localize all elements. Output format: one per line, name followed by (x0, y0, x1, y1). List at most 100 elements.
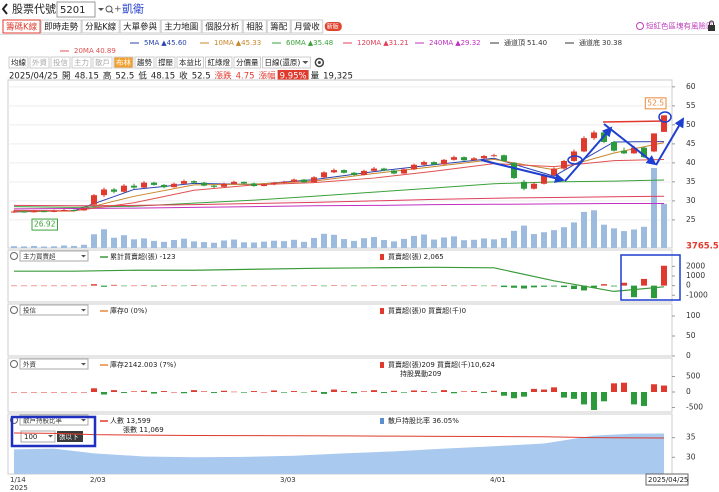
bar (261, 285, 267, 287)
subtab[interactable] (155, 56, 176, 69)
bar (401, 285, 407, 286)
bar (31, 392, 37, 393)
bar (251, 391, 257, 393)
subtab[interactable] (134, 56, 155, 69)
bar (21, 392, 27, 393)
add-icon[interactable]: + (114, 5, 122, 15)
tab-label: 籌配 (270, 22, 288, 33)
bar (391, 390, 397, 393)
volume-bar (41, 246, 47, 248)
candle-body (381, 168, 387, 171)
y-tick-label: 0 (686, 387, 691, 396)
back-button[interactable] (1, 3, 8, 15)
y-tick-label: 35 (686, 177, 696, 186)
candle-body (371, 168, 377, 171)
bar (421, 285, 427, 287)
candle-body (321, 172, 327, 178)
search-icon[interactable] (105, 5, 113, 13)
bar (91, 284, 97, 286)
bar (11, 285, 17, 287)
tab-label: 主力地圖 (164, 22, 198, 33)
bar (311, 390, 317, 393)
bar (591, 285, 597, 288)
candle-body (81, 208, 87, 211)
bar (431, 285, 437, 287)
subtab[interactable] (113, 56, 134, 69)
panel-settings[interactable] (10, 252, 18, 260)
panel-selector[interactable] (19, 250, 89, 262)
subtab[interactable] (233, 56, 261, 69)
tab[interactable] (160, 19, 202, 34)
panel-settings[interactable] (10, 306, 18, 314)
bar (211, 285, 217, 287)
bar (371, 285, 377, 286)
lock-icon[interactable] (708, 25, 715, 31)
info-text: 19,325 (323, 72, 353, 82)
candle-body (341, 170, 347, 173)
candle-body (261, 184, 267, 187)
panel-selector[interactable] (19, 304, 89, 316)
candle-body (141, 182, 147, 188)
panel-selector[interactable] (19, 414, 89, 426)
info-text: 4.75 (236, 72, 255, 82)
subtab[interactable] (29, 56, 50, 69)
tab[interactable] (266, 19, 291, 34)
stock-name[interactable]: 凱衛 (122, 3, 144, 16)
bar (201, 391, 207, 393)
drawn-line (602, 120, 666, 123)
dropdown-arrow[interactable] (98, 8, 104, 11)
panel-selector[interactable] (19, 358, 89, 370)
cumulative-line (14, 266, 665, 293)
tab[interactable] (2, 19, 41, 34)
bar (321, 392, 327, 394)
tab[interactable] (290, 19, 324, 34)
panel-selector-arrow (81, 363, 86, 366)
y-tick-label: 30 (686, 452, 696, 461)
stock-code-input[interactable] (56, 1, 96, 18)
subtab[interactable] (50, 56, 71, 69)
bar (441, 390, 447, 393)
bar (411, 285, 417, 287)
bar (601, 392, 607, 402)
bar (151, 392, 157, 394)
y-tick-label: 45 (686, 139, 696, 148)
volume-bar (661, 203, 667, 248)
candle-body (611, 141, 617, 151)
volume-bar (131, 239, 137, 248)
legend-label: 張數 11,069 (123, 425, 164, 434)
panel-selector-label: 主力買賣超 (23, 252, 56, 261)
tab-badge-label: 新版 (327, 23, 339, 31)
tab[interactable] (201, 19, 243, 34)
bar (411, 390, 417, 393)
tab[interactable] (40, 19, 82, 34)
subtab[interactable] (262, 56, 311, 69)
candle-body (541, 175, 547, 184)
ratio-area (14, 433, 664, 474)
settings-icon[interactable] (314, 57, 325, 68)
info-text: 量 (311, 72, 320, 82)
volume-bar (241, 242, 247, 248)
unit-button[interactable] (57, 431, 83, 442)
tab[interactable] (242, 19, 267, 34)
bar (71, 392, 77, 393)
legend-name: 10MA (214, 39, 234, 47)
amount-input[interactable] (20, 430, 56, 443)
panel-settings[interactable] (10, 360, 18, 368)
subtab[interactable] (205, 56, 233, 69)
subtab[interactable] (71, 56, 92, 69)
y-tick-label: 55 (686, 101, 696, 110)
bar (561, 392, 567, 398)
tab[interactable] (81, 19, 120, 34)
candle-body (621, 150, 627, 154)
tab[interactable] (119, 19, 161, 34)
subtab[interactable] (176, 56, 204, 69)
x-tick-label: 2/03 (90, 476, 106, 484)
amount-arrow (48, 435, 53, 438)
volume-bar (291, 239, 297, 248)
price-annotation: 52.5 (647, 98, 664, 107)
stock-code-label: 股票代號 (12, 3, 56, 16)
volume-bar (521, 225, 527, 248)
subtab[interactable] (92, 56, 113, 69)
subtab[interactable] (8, 56, 29, 69)
volume-bar (161, 241, 167, 248)
